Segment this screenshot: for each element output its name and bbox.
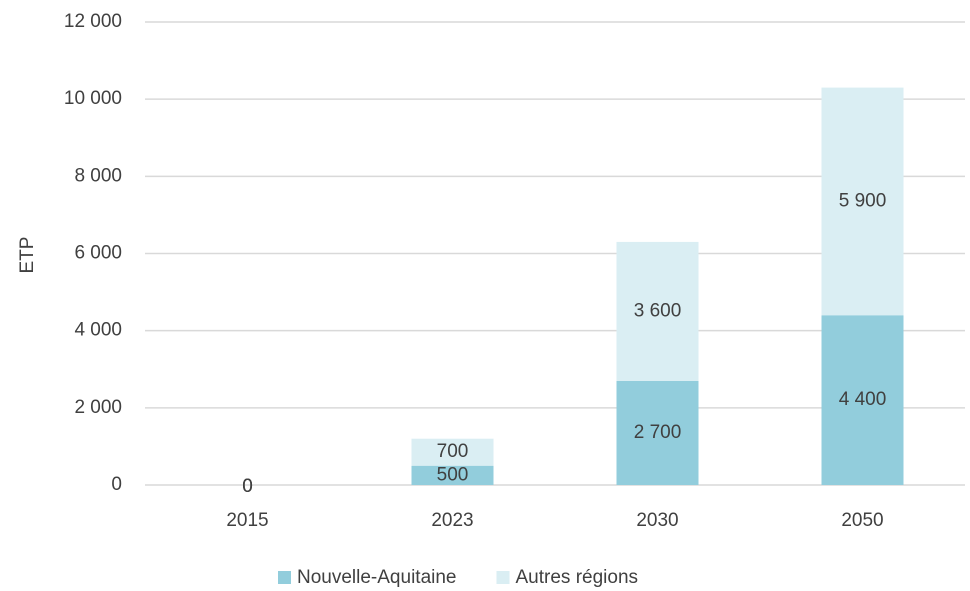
legend-swatch: [496, 571, 510, 584]
bar-segment: [821, 87, 904, 316]
y-tick-label: 2 000: [74, 397, 122, 418]
data-label: 0: [242, 476, 253, 497]
bar-segment: [616, 241, 699, 381]
y-axis-label: ETP: [17, 237, 38, 274]
data-label: 5 900: [839, 190, 887, 211]
y-tick-label: 0: [111, 474, 122, 495]
data-label: 2 700: [634, 422, 682, 443]
legend-label: Nouvelle-Aquitaine: [297, 567, 457, 588]
legend-label: Autres régions: [516, 567, 639, 588]
bar-segment: [616, 380, 699, 485]
y-tick-label: 10 000: [64, 88, 122, 109]
bar-segment: [411, 465, 494, 485]
y-tick-label: 8 000: [74, 165, 122, 186]
legend-swatch: [278, 571, 291, 584]
y-tick-label: 12 000: [64, 11, 122, 32]
y-tick-label: 6 000: [74, 243, 122, 264]
x-tick-label: 2050: [841, 510, 883, 531]
data-label: 700: [437, 441, 469, 462]
bar-segment: [821, 315, 904, 485]
data-label: 500: [437, 464, 469, 485]
x-tick-label: 2023: [431, 510, 473, 531]
x-tick-label: 2015: [226, 510, 268, 531]
y-tick-label: 4 000: [74, 320, 122, 341]
bar-segment: [411, 438, 494, 466]
data-label: 4 400: [839, 389, 887, 410]
x-tick-label: 2030: [636, 510, 678, 531]
data-label: 3 600: [634, 300, 682, 321]
data-label: 0: [242, 476, 253, 497]
